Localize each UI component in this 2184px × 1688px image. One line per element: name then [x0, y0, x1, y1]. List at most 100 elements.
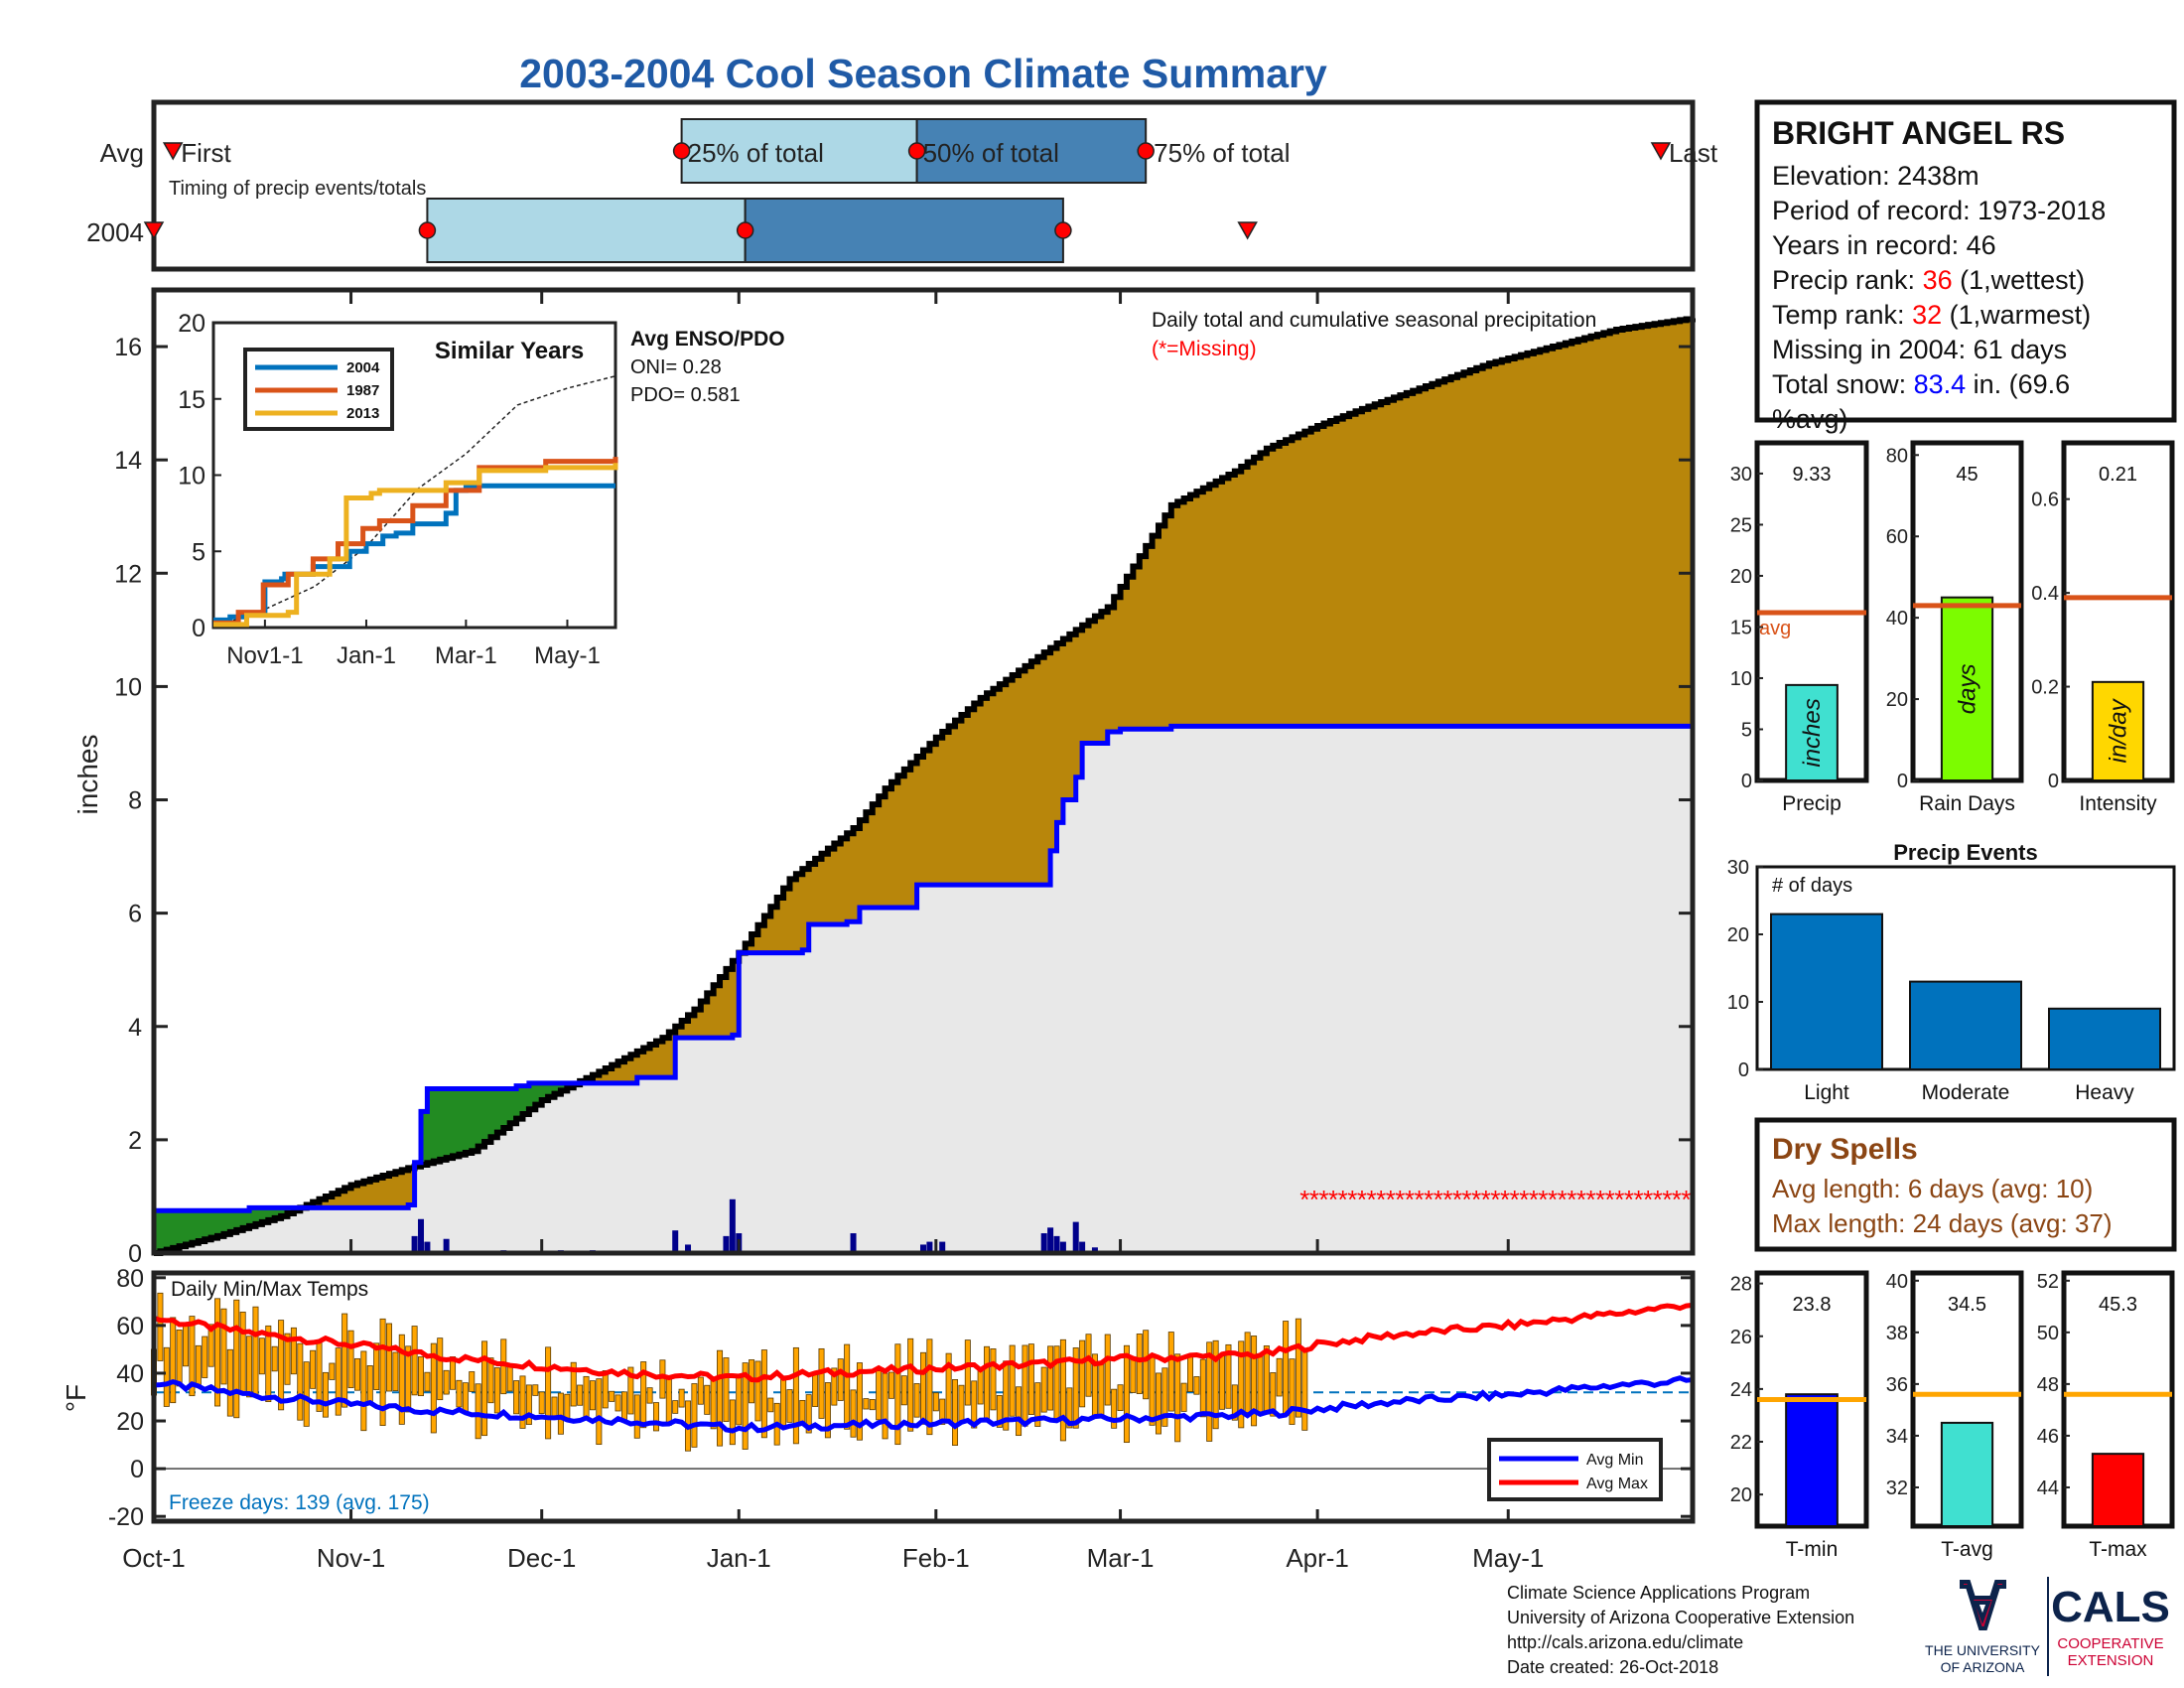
cumulative-precip-panel: * * * * * * * * * * * * * * * * * * * * * * * * * * * * * * * * * * * * * * * *… — [72, 287, 1696, 1268]
daily-temp-bar — [609, 1390, 615, 1402]
daily-temp-bar — [1143, 1330, 1150, 1400]
daily-temp-bar — [202, 1336, 208, 1378]
daily-temp-bar — [958, 1384, 965, 1424]
stat-panel-intensity: 0 0.2 0.4 0.6 0.21 Intensity in/day — [2031, 440, 2175, 815]
daily-temp-bar — [1072, 1347, 1079, 1429]
similar-years-inset: 0 5 10 15 20 Nov1-1 Jan-1 Mar-1 May-1 Similar Y… — [178, 310, 618, 669]
inset-y-axis: 0 5 10 15 20 — [178, 310, 221, 642]
inset-legend: 2004 1987 2013 — [243, 348, 394, 431]
daily-temp-bar — [760, 1349, 767, 1439]
missing-marker: * — [1519, 1185, 1529, 1214]
daily-temp-bar — [1117, 1384, 1124, 1412]
daily-temp-bar — [322, 1371, 329, 1418]
missing-marker: * — [1357, 1185, 1367, 1214]
cals-sub1: COOPERATIVE — [2057, 1635, 2163, 1652]
daily-temp-bar — [710, 1379, 717, 1430]
stat-panel-label: T-max — [2089, 1538, 2147, 1561]
enso-pdo: PDO= 0.581 — [630, 384, 741, 406]
inset-title: Similar Years — [435, 338, 584, 364]
stat-y-tick-label: 0 — [1897, 771, 1908, 792]
y-tick-label: 10 — [114, 673, 142, 701]
daily-temp-bar — [1238, 1340, 1245, 1429]
daily-temp-bar — [678, 1388, 685, 1408]
daily-temp-bar — [736, 1375, 743, 1426]
stat-y-tick-label: 36 — [1886, 1374, 1908, 1396]
temp-legend: Avg Min Avg Max — [1487, 1438, 1663, 1501]
missing-marker: * — [1643, 1185, 1653, 1214]
daily-temp-bar — [786, 1389, 793, 1423]
missing-marker: * — [1347, 1185, 1357, 1214]
daily-temp-bar — [252, 1306, 259, 1398]
missing-marker: * — [1614, 1185, 1624, 1214]
inset-x-tick-label: Mar-1 — [435, 642, 497, 669]
daily-temp-bar — [373, 1342, 380, 1390]
daily-temp-bar — [1149, 1355, 1156, 1426]
x-tick-label: Jan-1 — [707, 1543, 771, 1573]
stat-panel-rain-days: 0 20 40 60 80 45 Rain Days days — [1886, 440, 2024, 815]
daily-temp-bar — [462, 1382, 469, 1415]
ua-line2: OF ARIZONA — [1941, 1659, 2025, 1675]
events-bar-moderate — [1909, 980, 2022, 1070]
stat-y-tick-label: 26 — [1730, 1327, 1752, 1348]
below-average-fill — [306, 319, 1693, 1208]
footer-credits: Climate Science Applications Program Uni… — [1507, 1583, 1854, 1677]
daily-temp-bar — [1225, 1343, 1232, 1409]
daily-temp-bar — [1034, 1382, 1041, 1427]
daily-temp-bar — [882, 1372, 888, 1440]
missing-marker: * — [1500, 1185, 1510, 1214]
daily-precip-bar — [939, 1241, 946, 1253]
stat-unit-label: days — [1955, 663, 1981, 714]
obs-last-marker — [1237, 221, 1258, 240]
stat-y-tick-label: 48 — [2037, 1374, 2059, 1396]
stat-y-tick-label: 32 — [1886, 1477, 1908, 1499]
footer-line3: http://cals.arizona.edu/climate — [1507, 1632, 1743, 1652]
timeline-row-2004-label: 2004 — [86, 217, 144, 247]
daily-temp-bar — [493, 1367, 500, 1414]
daily-temp-bar — [513, 1380, 520, 1415]
missing-marker: * — [1672, 1185, 1682, 1214]
obs-75pct-marker — [1054, 221, 1072, 239]
obs-25pct-marker — [418, 221, 437, 239]
daily-temp-bar — [672, 1400, 679, 1414]
legend-avg-max-label: Avg Max — [1586, 1476, 1648, 1492]
footer-line1: Climate Science Applications Program — [1507, 1583, 1810, 1603]
daily-temp-bar — [519, 1375, 526, 1429]
daily-temp-bar — [557, 1392, 564, 1435]
daily-precip-bar — [1053, 1235, 1060, 1253]
daily-temp-bar — [214, 1298, 221, 1407]
daily-temp-bar — [1199, 1358, 1206, 1418]
station-snow-pct: %avg) — [1772, 404, 1848, 434]
inset-y-tick-label: 20 — [178, 310, 205, 338]
inset-y-tick-label: 5 — [192, 538, 205, 566]
missing-marker: * — [1415, 1185, 1425, 1214]
timeline-obs-q2-box — [744, 198, 1064, 263]
stat-y-tick-label: 10 — [1730, 668, 1752, 690]
daily-temp-bar — [1009, 1344, 1016, 1417]
daily-temp-bar — [379, 1318, 386, 1427]
stat-unit-label: in/day — [2106, 697, 2132, 763]
daily-temp-bar — [1289, 1358, 1296, 1425]
missing-marker: * — [1576, 1185, 1586, 1214]
missing-marker: * — [1633, 1185, 1643, 1214]
station-precip-rank: Precip rank: 36 (1,wettest) — [1772, 265, 2085, 295]
missing-marker: * — [1338, 1185, 1348, 1214]
stat-value-label: 45 — [1956, 464, 1978, 486]
daily-temp-bar — [583, 1375, 590, 1419]
stat-value-label: 45.3 — [2099, 1294, 2137, 1316]
daily-temp-bar — [907, 1337, 914, 1432]
station-info-box: BRIGHT ANGEL RS Elevation: 2438m Period … — [1754, 99, 2177, 434]
daily-temp-bar — [640, 1361, 647, 1429]
daily-precip-bar — [411, 1235, 418, 1253]
inset-x-tick-label: Nov1-1 — [226, 642, 303, 669]
events-y-tick-label: 20 — [1727, 924, 1749, 946]
enso-title: Avg ENSO/PDO — [630, 328, 785, 351]
dry-spells-max: Max length: 24 days (avg: 37) — [1772, 1208, 2113, 1238]
daily-temp-bar — [398, 1334, 405, 1425]
daily-temp-bar — [990, 1348, 997, 1411]
missing-marker: * — [1510, 1185, 1520, 1214]
missing-marker: * — [1558, 1185, 1568, 1214]
events-ylabel: # of days — [1772, 875, 1852, 897]
stat-y-tick-label: 0.2 — [2031, 677, 2059, 699]
station-period: Period of record: 1973-2018 — [1772, 196, 2106, 225]
obs-50pct-marker — [736, 221, 754, 239]
